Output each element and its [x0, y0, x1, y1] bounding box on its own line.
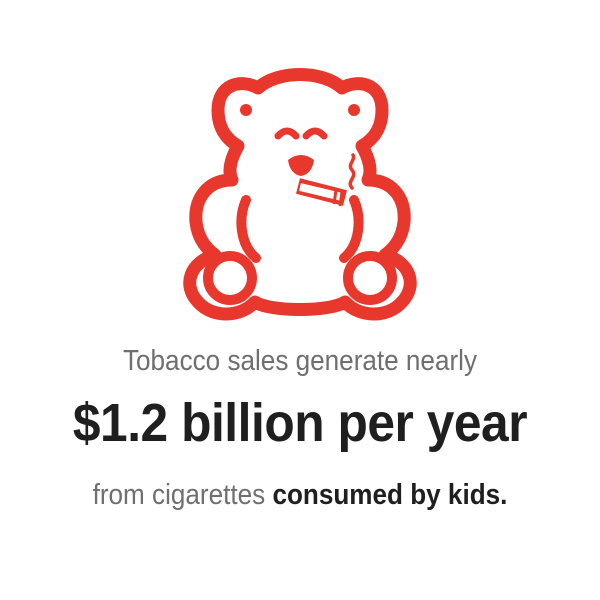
- body-details: [203, 195, 397, 305]
- eyes: [274, 127, 328, 140]
- ears: [240, 104, 360, 116]
- intro-text: Tobacco sales generate nearly: [122, 345, 478, 377]
- nose: [288, 155, 314, 176]
- outro-emphasis-text: consumed by kids.: [272, 479, 508, 511]
- cigarette-icon: [296, 153, 356, 207]
- outro-plain-text: from cigarettes: [92, 479, 273, 511]
- bear-outline: [183, 68, 417, 321]
- outro-text: from cigarettes consumed by kids.: [30, 479, 570, 512]
- teddy-bear-illustration: [183, 68, 417, 321]
- headline-figure: $1.2 billion per year: [72, 393, 528, 453]
- teddy-bear-smoking-icon: [183, 68, 417, 321]
